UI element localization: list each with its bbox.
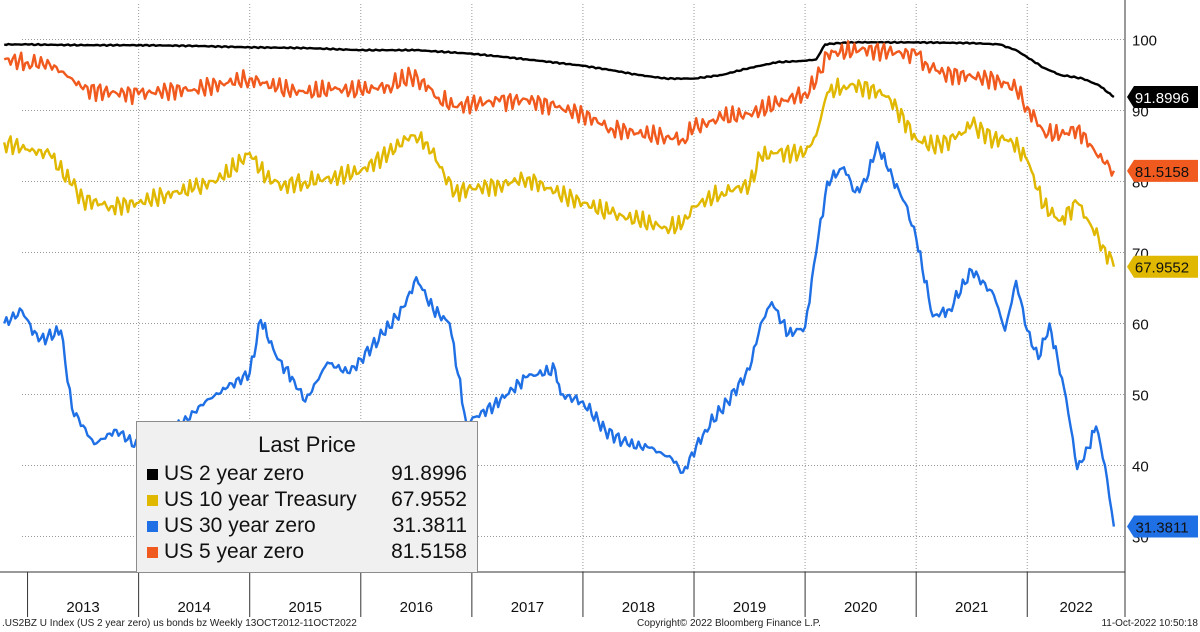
legend-entry-name: US 10 year Treasury <box>164 488 357 511</box>
x-tick-label: 2015 <box>289 599 322 616</box>
footer-index-info: .US2BZ U Index (US 2 year zero) us bonds… <box>2 618 357 629</box>
legend-entry-name: US 5 year zero <box>164 540 305 563</box>
legend-entry-value: 67.9552 <box>391 488 467 511</box>
y-tick-label: 40 <box>1132 459 1149 476</box>
last-value-labels: 91.8996 81.5158 67.9552 31.3811 <box>1127 86 1198 538</box>
legend-swatch <box>147 521 158 532</box>
x-tick-label: 2016 <box>400 599 433 616</box>
legend-entry-value: 91.8996 <box>391 462 467 485</box>
footer-timestamp: 11-Oct-2022 10:50:18 <box>1101 618 1198 629</box>
legend-entry-name: US 2 year zero <box>164 462 305 485</box>
y-tick-label: 60 <box>1132 317 1149 334</box>
legend-swatch <box>147 547 158 558</box>
legend-entry-us-10-year-treasury: US 10 year Treasury 67.9552 <box>147 487 467 513</box>
legend: Last Price US 2 year zero 91.8996 US 10 … <box>136 421 478 573</box>
x-tick-label: 2013 <box>66 599 99 616</box>
series-lines <box>3 40 1116 527</box>
last-value-label: 31.3811 <box>1127 515 1198 538</box>
x-tick-label: 2017 <box>511 599 544 616</box>
x-tick-label: 2014 <box>177 599 210 616</box>
legend-title: Last Price <box>258 432 356 457</box>
last-value-text: 67.9552 <box>1135 260 1189 277</box>
footer-copyright: Copyright© 2022 Bloomberg Finance L.P. <box>637 618 821 629</box>
last-value-text: 81.5158 <box>1135 164 1189 181</box>
last-value-tag <box>1127 255 1198 278</box>
last-value-tag <box>1127 159 1198 182</box>
legend-entry-us-2-year-zero: US 2 year zero 91.8996 <box>147 461 467 487</box>
x-axis-tick-labels: 2013 2014 2015 2016 2017 2018 2019 2020 2021 2022 <box>66 599 1092 616</box>
series-line <box>3 141 1116 527</box>
y-tick-label: 100 <box>1132 33 1157 50</box>
legend-entry-us-5-year-zero: US 5 year zero 81.5158 <box>147 539 467 565</box>
last-value-tag <box>1127 515 1198 538</box>
x-tick-label: 2022 <box>1059 599 1092 616</box>
last-value-label: 67.9552 <box>1127 255 1198 278</box>
legend-entry-value: 81.5158 <box>391 540 467 563</box>
y-tick-label: 50 <box>1132 388 1149 405</box>
last-value-tag <box>1127 86 1198 109</box>
last-value-text: 31.3811 <box>1135 520 1188 537</box>
x-tick-label: 2020 <box>844 599 877 616</box>
x-tick-label: 2018 <box>622 599 655 616</box>
series-line <box>3 40 1115 98</box>
legend-swatch <box>147 469 158 480</box>
legend-entry-value: 31.3811 <box>392 514 467 537</box>
legend-entry-us-30-year-zero: US 30 year zero 31.3811 <box>147 513 467 539</box>
last-value-label: 91.8996 <box>1127 86 1198 109</box>
last-value-text: 91.8996 <box>1135 90 1189 107</box>
x-tick-label: 2019 <box>733 599 766 616</box>
legend-entry-name: US 30 year zero <box>164 514 316 537</box>
last-value-label: 81.5158 <box>1127 159 1198 182</box>
legend-swatch <box>147 495 158 506</box>
series-line <box>3 77 1116 267</box>
x-tick-label: 2021 <box>955 599 988 616</box>
series-line <box>3 40 1115 177</box>
